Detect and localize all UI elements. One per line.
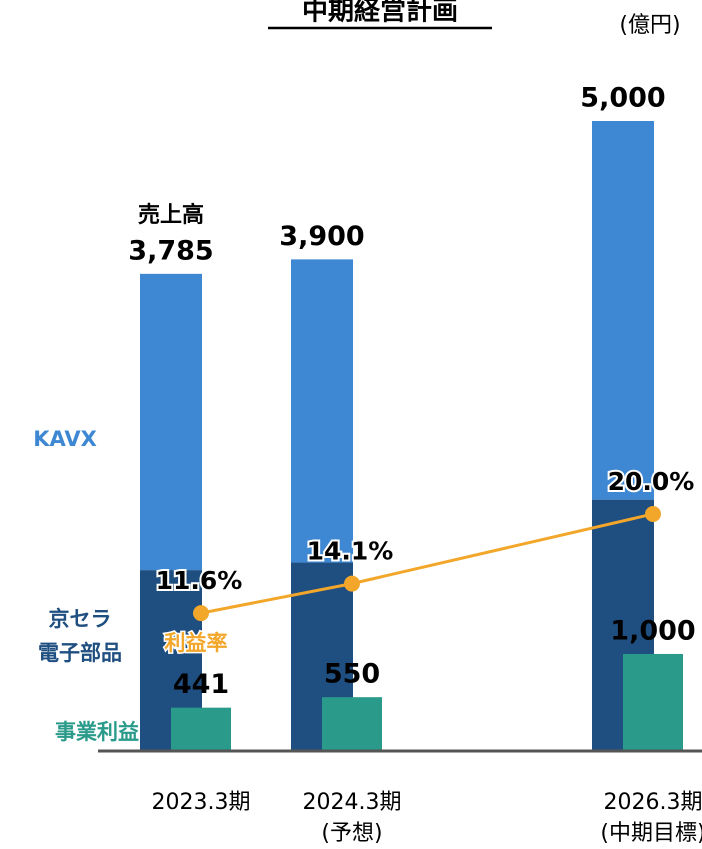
x-tick-label: 2026.3期 <box>604 790 702 815</box>
bar-segment <box>592 121 654 500</box>
x-tick-label: 2023.3期 <box>152 790 251 815</box>
total-label: 3,785 <box>128 235 213 266</box>
legend-label: KAVX <box>33 427 97 451</box>
profit-bar <box>322 697 382 750</box>
profit-bar <box>171 707 231 750</box>
profit-label: 441 <box>173 669 229 700</box>
bar-segment <box>291 259 353 563</box>
legend-label: 事業利益 <box>55 720 139 744</box>
margin-label: 20.0% <box>608 467 695 496</box>
chart-title: 中期経営計画 <box>302 0 458 27</box>
profit-label: 1,000 <box>610 615 695 646</box>
profit-bar <box>623 653 683 750</box>
bar-segment <box>140 273 202 571</box>
margin-label: 11.6% <box>156 566 243 595</box>
x-tick-label: 2024.3期 <box>303 790 402 815</box>
profit-label: 550 <box>324 659 380 690</box>
margin-point <box>645 505 661 522</box>
legend-label: 京セラ 電子部品 <box>38 607 122 665</box>
total-name: 売上高 <box>138 202 204 228</box>
margin-point <box>344 575 360 592</box>
legend-label: 利益率 <box>165 631 228 655</box>
total-label: 5,000 <box>580 83 665 114</box>
unit-label: (億円) <box>619 13 680 38</box>
margin-line <box>200 512 654 615</box>
margin-point <box>193 605 209 622</box>
x-tick-note: (中期目標) <box>600 821 702 846</box>
x-tick-note: (予想) <box>321 821 382 846</box>
margin-label: 14.1% <box>307 537 394 566</box>
total-label: 3,900 <box>279 221 364 252</box>
